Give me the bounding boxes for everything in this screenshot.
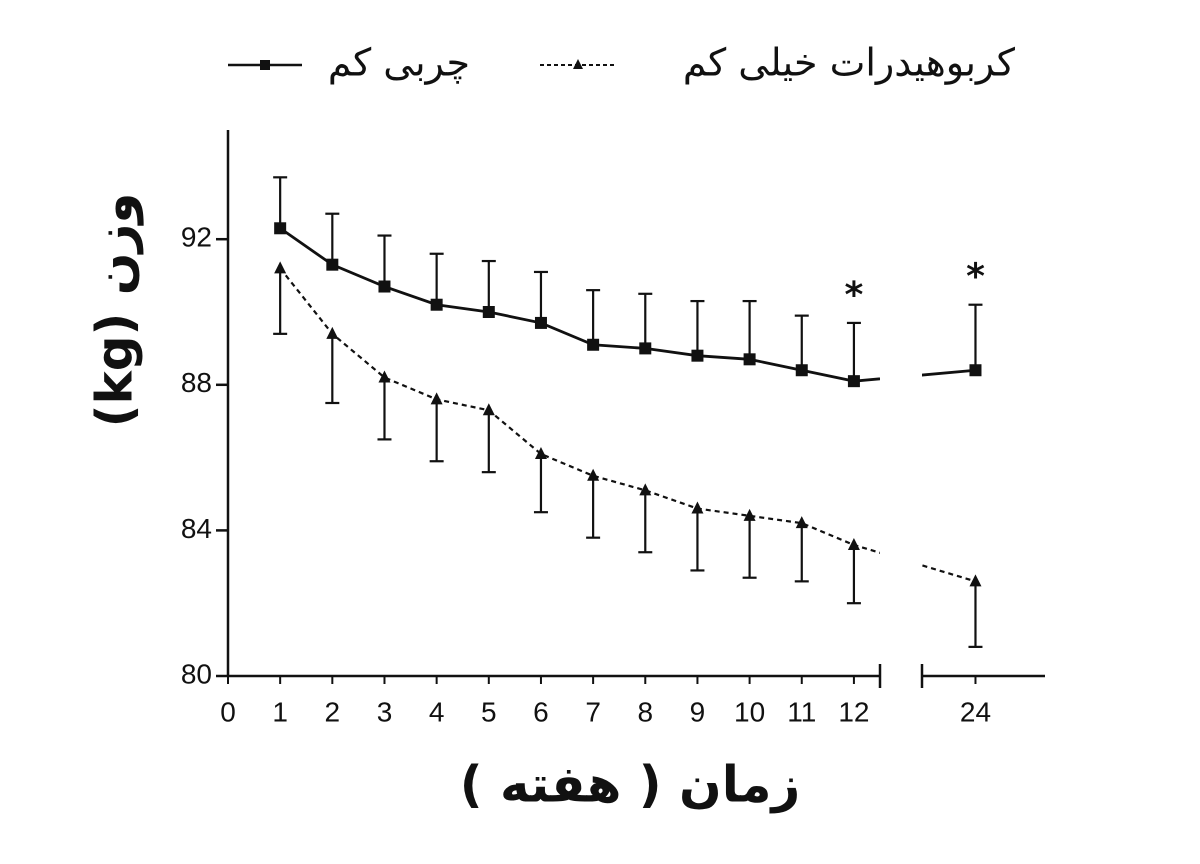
- y-tick-label: 92: [181, 222, 212, 253]
- data-point: [326, 326, 339, 339]
- y-tick-label: 84: [181, 513, 212, 544]
- x-tick-label: 5: [481, 696, 497, 727]
- annotation: *: [966, 257, 985, 298]
- data-point: [795, 516, 808, 529]
- data-point: [691, 501, 704, 514]
- data-point: [847, 375, 860, 388]
- data-point: [639, 342, 652, 355]
- x-tick-label: 8: [637, 696, 653, 727]
- x-tick-label: 12: [838, 696, 869, 727]
- x-tick-label: 3: [377, 696, 393, 727]
- x-tick-label: 10: [734, 696, 765, 727]
- data-point: [378, 280, 391, 293]
- data-point: [691, 349, 704, 362]
- x-axis-title: زمان ( هفته ): [460, 756, 801, 814]
- data-point: [326, 258, 339, 271]
- x-tick-label: 9: [690, 696, 706, 727]
- data-point: [430, 392, 443, 405]
- y-tick-label: 88: [181, 367, 212, 398]
- annotation: *: [845, 275, 864, 316]
- y-axis-title: وزن (kg): [86, 193, 145, 428]
- legend-marker: [260, 60, 270, 70]
- data-point: [274, 261, 287, 274]
- x-tick-label: 1: [272, 696, 288, 727]
- data-point: [482, 403, 495, 416]
- data-point: [743, 353, 756, 366]
- legend-marker: [573, 59, 583, 69]
- data-point: [847, 537, 860, 550]
- data-point: [639, 483, 652, 496]
- data-point: [534, 316, 547, 329]
- x-tick-label: 24: [960, 696, 991, 727]
- data-point: [969, 574, 982, 587]
- data-point: [482, 306, 495, 318]
- data-point: [587, 468, 600, 481]
- legend-label: کربوهیدرات خیلی کم: [683, 41, 1016, 86]
- data-point: [743, 508, 756, 521]
- x-tick-label: 11: [787, 696, 816, 727]
- x-tick-label: 7: [585, 696, 601, 727]
- data-point: [430, 298, 443, 311]
- data-point: [534, 446, 547, 459]
- x-tick-label: 6: [533, 696, 549, 727]
- data-point: [969, 364, 982, 377]
- x-tick-label: 0: [220, 696, 236, 727]
- data-point: [378, 370, 391, 383]
- x-tick-label: 2: [325, 696, 341, 727]
- y-tick-label: 80: [181, 658, 212, 689]
- data-point: [587, 338, 600, 351]
- data-point: [795, 364, 808, 377]
- legend-label: چربی کم: [328, 41, 470, 86]
- x-tick-label: 4: [429, 696, 445, 727]
- data-point: [274, 222, 287, 235]
